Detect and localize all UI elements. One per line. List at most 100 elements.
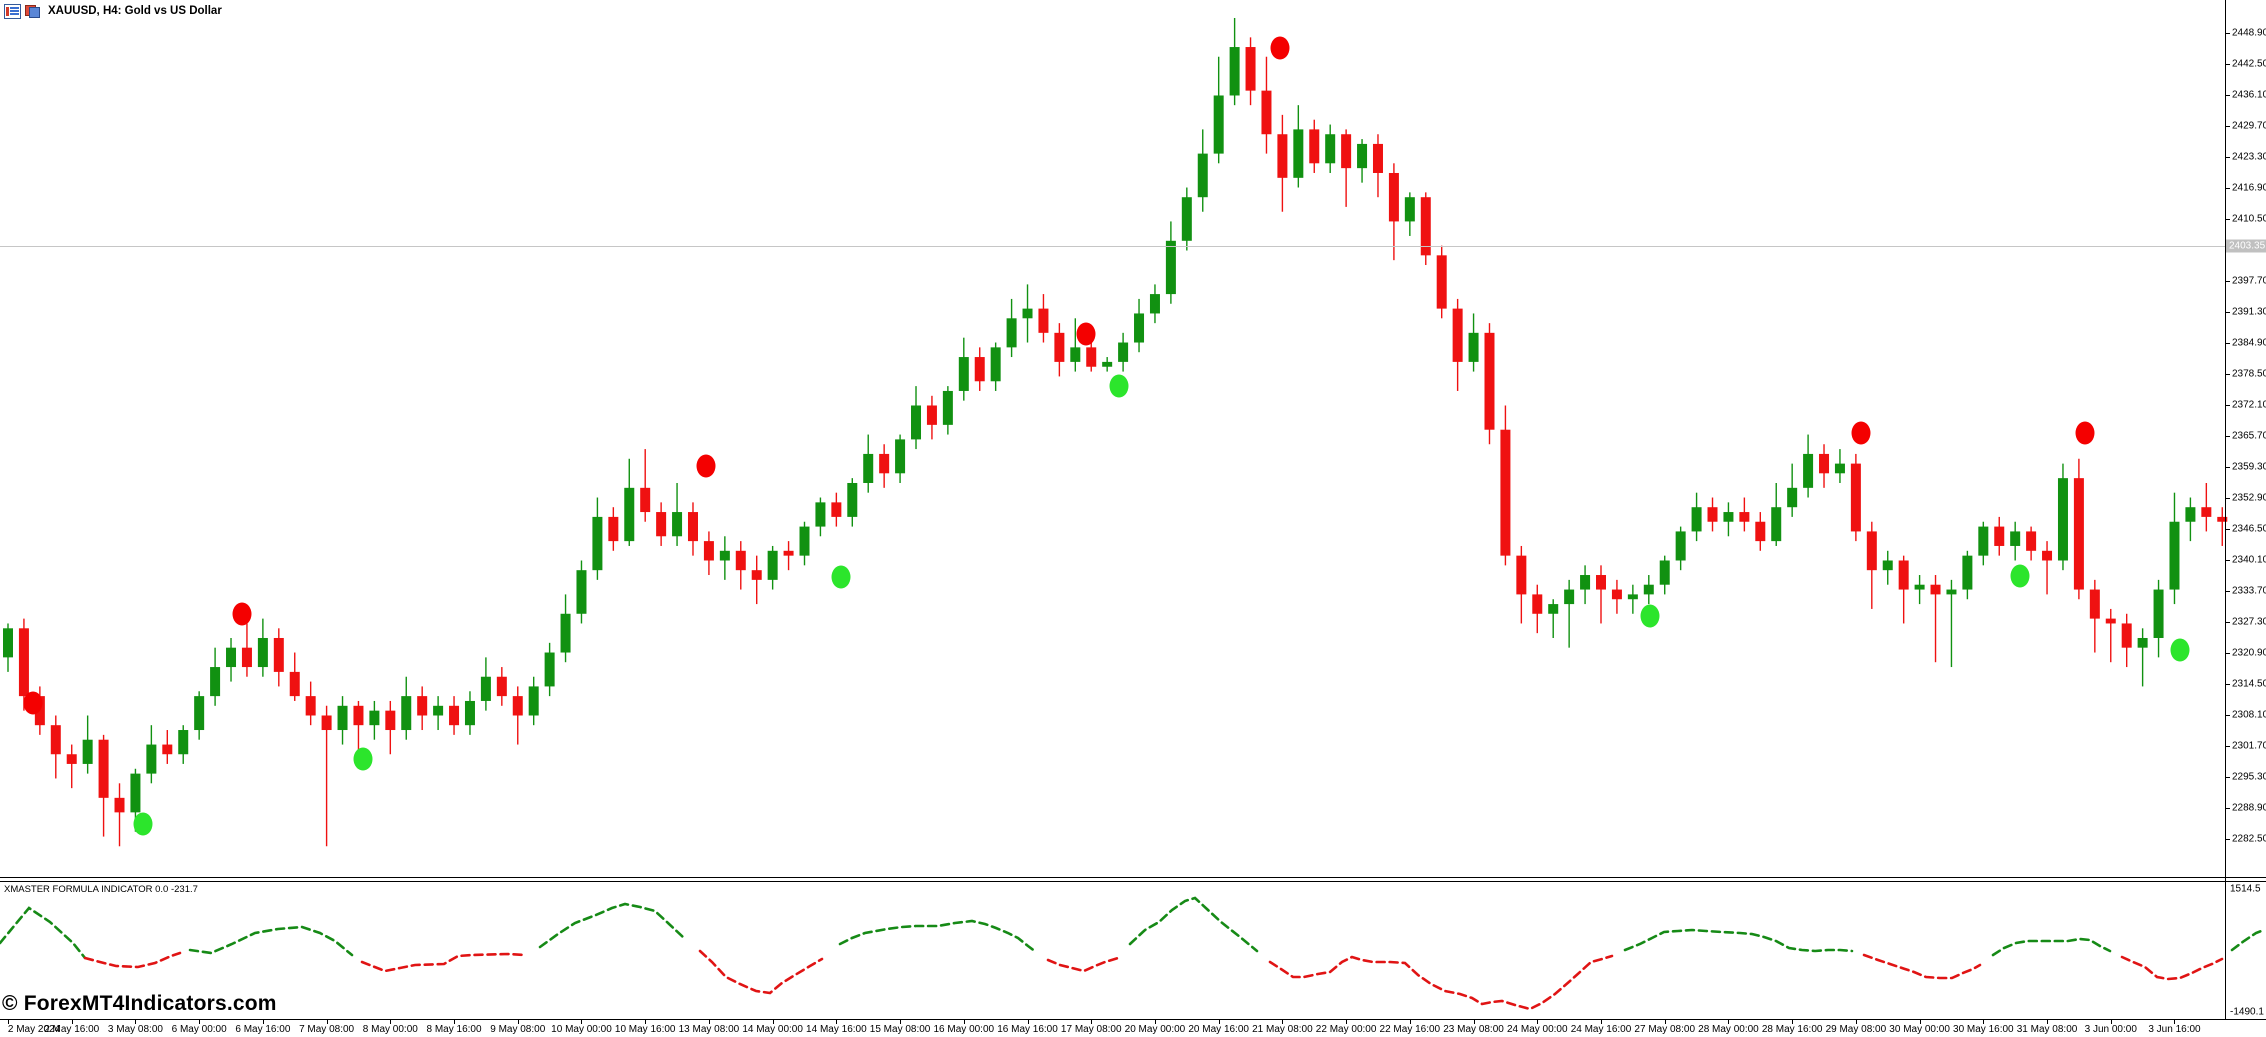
candlestick <box>528 676 539 726</box>
current-price-badge: 2403.35 <box>2226 239 2266 253</box>
price-axis-label: 2327.30 <box>2232 616 2266 628</box>
candlestick <box>1118 332 1129 372</box>
buy-signal-dot <box>1640 604 1660 628</box>
time-axis-tick <box>71 1019 73 1024</box>
price-axis-tick <box>2225 188 2230 189</box>
price-axis-label: 2410.50 <box>2232 213 2266 225</box>
candlestick <box>496 667 507 706</box>
candlestick <box>337 696 348 745</box>
time-axis-label: 22 May 00:00 <box>1315 1024 1377 1035</box>
chart-tiles-icon[interactable] <box>25 4 40 18</box>
candlestick <box>1165 221 1176 304</box>
time-axis-tick <box>1473 1019 1475 1024</box>
price-axis-label: 2372.10 <box>2232 399 2266 411</box>
candlestick <box>241 623 252 677</box>
candlestick <box>958 337 969 401</box>
time-axis-tick <box>900 1019 902 1024</box>
time-axis-label: 7 May 08:00 <box>299 1024 355 1035</box>
time-axis-tick <box>645 1019 647 1024</box>
candlestick <box>640 449 651 522</box>
time-axis-tick <box>1983 1019 1985 1024</box>
candlestick <box>879 444 890 488</box>
candlestick <box>815 497 826 537</box>
time-axis-label: 24 May 16:00 <box>1570 1024 1632 1035</box>
watermark-text: © ForexMT4Indicators.com <box>2 992 277 1015</box>
price-axis-tick <box>2225 715 2230 716</box>
time-axis-label: 8 May 16:00 <box>426 1024 482 1035</box>
time-axis-label: 13 May 08:00 <box>678 1024 740 1035</box>
time-axis-tick <box>1218 1019 1220 1024</box>
time-axis-label: 23 May 08:00 <box>1443 1024 1504 1035</box>
time-axis-label: 22 May 16:00 <box>1379 1024 1441 1035</box>
candlestick <box>1962 550 1973 600</box>
time-axis-label: 21 May 08:00 <box>1252 1024 1313 1035</box>
price-axis-label: 2365.70 <box>2232 430 2266 442</box>
indicator-up-segment <box>188 925 354 957</box>
candlestick <box>2121 613 2132 668</box>
candlestick <box>735 541 746 590</box>
price-axis-tick <box>2225 684 2230 685</box>
candlestick <box>1850 453 1861 542</box>
candlestick <box>1675 526 1686 571</box>
price-axis-tick <box>2225 808 2230 809</box>
time-axis[interactable] <box>0 1019 2266 1020</box>
price-axis-tick <box>2225 560 2230 561</box>
price-axis[interactable] <box>2225 0 2226 1019</box>
sell-signal-dot <box>23 691 43 715</box>
candlestick <box>1946 579 1957 668</box>
chart-list-icon[interactable] <box>4 3 21 19</box>
candlestick <box>1022 284 1033 343</box>
candlestick <box>1707 497 1718 532</box>
candlestick <box>512 686 523 745</box>
time-axis-label: 6 May 16:00 <box>235 1024 291 1035</box>
candlestick <box>114 783 125 847</box>
indicator-up-segment <box>1623 928 1854 953</box>
candlestick <box>719 536 730 580</box>
price-axis-tick <box>2225 405 2230 406</box>
candlestick <box>1898 555 1909 624</box>
candlestick <box>162 730 173 764</box>
candlestick <box>1723 502 1734 537</box>
candlestick <box>385 700 396 755</box>
time-axis-tick <box>1409 1019 1411 1024</box>
candlestick <box>257 618 268 677</box>
time-axis-label: 17 May 08:00 <box>1060 1024 1122 1035</box>
candlestick <box>2089 579 2100 653</box>
time-axis-tick <box>1154 1019 1156 1024</box>
price-axis-tick <box>2225 467 2230 468</box>
candlestick <box>1627 584 1638 614</box>
price-axis-tick <box>2225 498 2230 499</box>
time-axis-label: 20 May 00:00 <box>1124 1024 1186 1035</box>
time-axis-tick <box>772 1019 774 1024</box>
candlestick <box>2137 628 2148 687</box>
candlestick <box>1134 298 1145 353</box>
price-axis-label: 2423.30 <box>2232 151 2266 163</box>
indicator-down-segment <box>2120 955 2224 981</box>
indicator-up-segment <box>838 919 1038 954</box>
price-axis-tick <box>2225 219 2230 220</box>
price-axis-tick <box>2225 33 2230 34</box>
candlestick <box>2042 541 2053 595</box>
candlestick <box>1930 575 1941 663</box>
price-axis-label: 2384.90 <box>2232 337 2266 349</box>
indicator-up-segment <box>0 906 87 960</box>
sell-signal-dot <box>1076 322 1096 346</box>
time-axis-label: 28 May 00:00 <box>1698 1024 1759 1035</box>
time-axis-tick <box>1091 1019 1093 1024</box>
candlestick <box>1404 192 1415 236</box>
candlestick <box>1197 129 1208 212</box>
price-axis-tick <box>2225 839 2230 840</box>
candlestick <box>1468 313 1479 372</box>
pane-separator[interactable] <box>0 877 2266 878</box>
sell-signal-dot <box>2075 421 2095 445</box>
indicator-down-segment <box>1046 956 1120 973</box>
candlestick <box>449 696 460 735</box>
chart-symbol-title: XAUUSD, H4: Gold vs US Dollar <box>48 5 222 17</box>
buy-signal-dot <box>1109 374 1129 398</box>
candlestick <box>401 676 412 740</box>
time-axis-tick <box>963 1019 965 1024</box>
candlestick <box>369 700 380 740</box>
time-axis-tick <box>2110 1019 2112 1024</box>
